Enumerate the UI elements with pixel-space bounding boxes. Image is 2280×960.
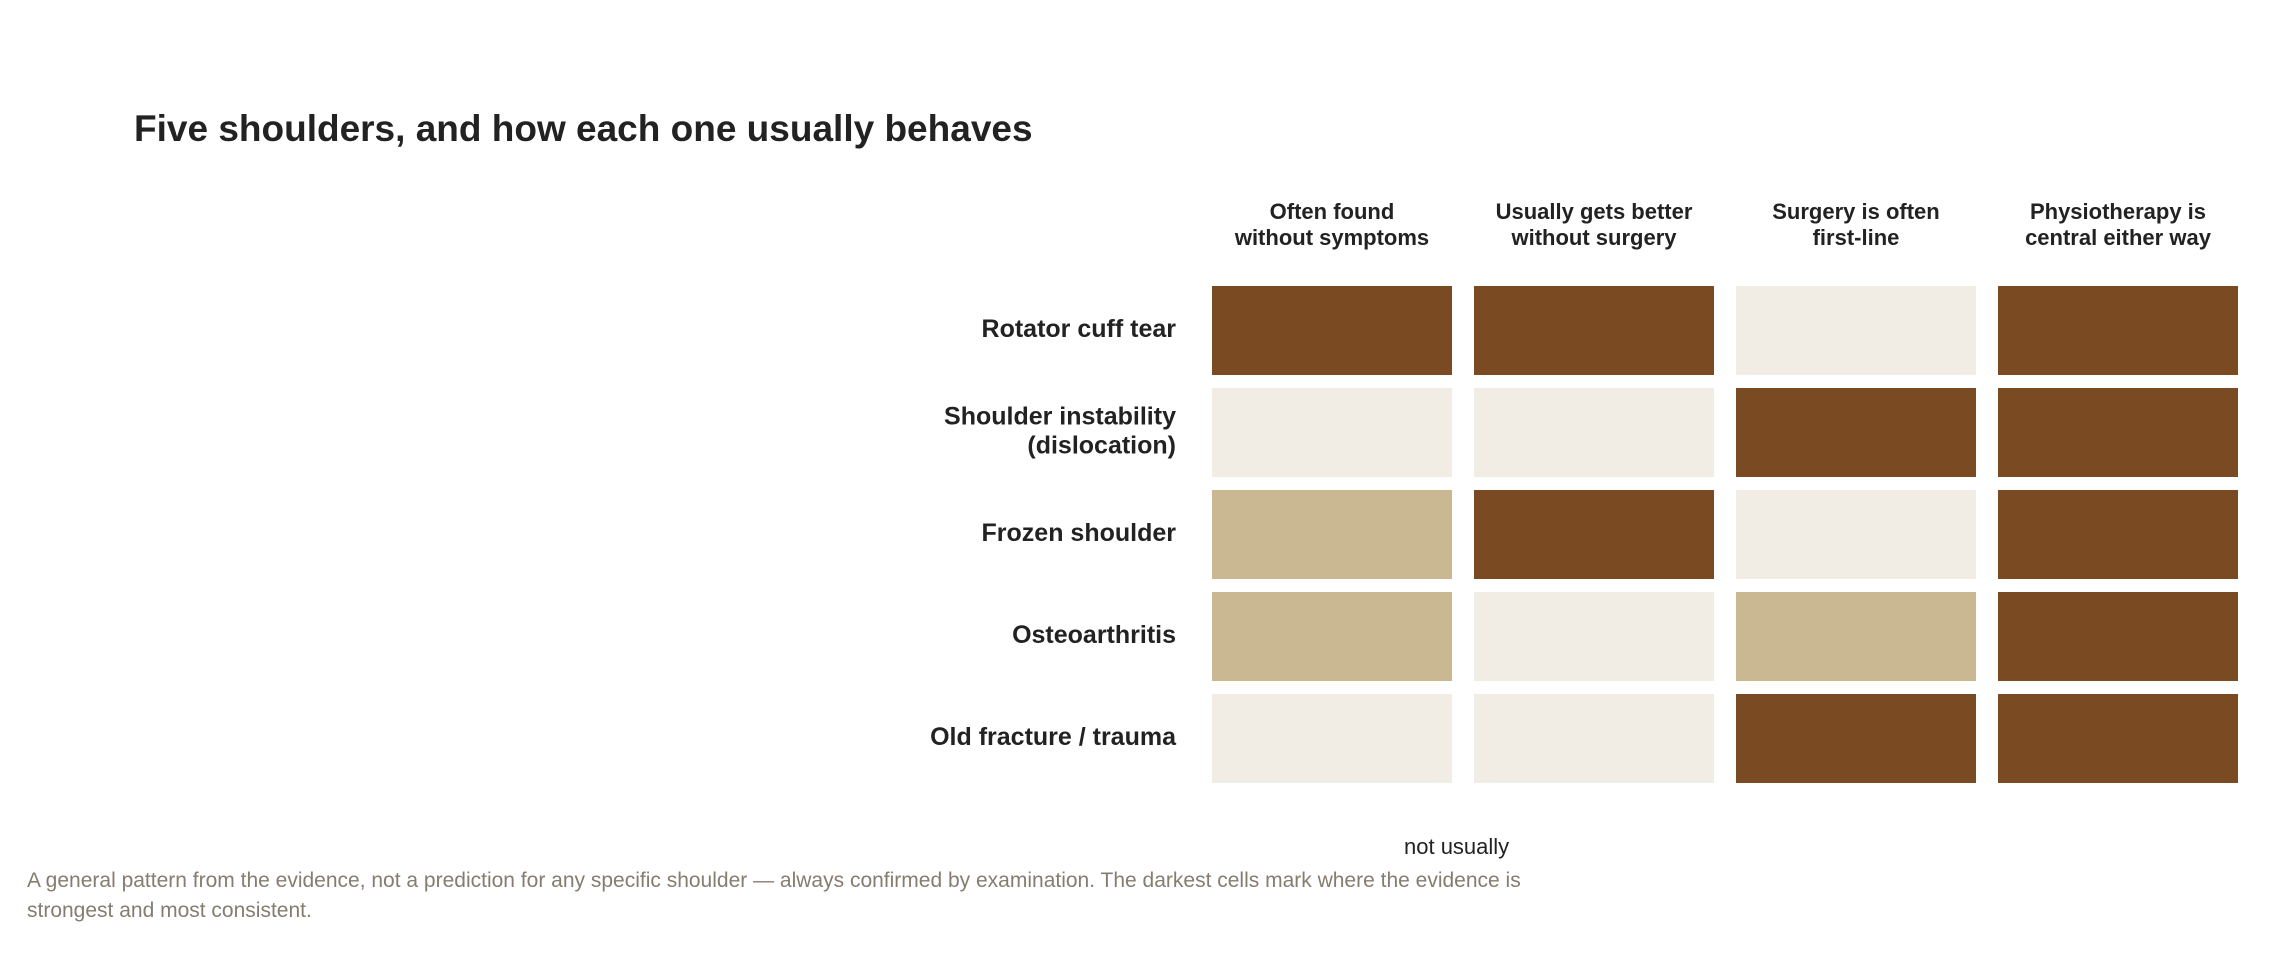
- column-header-0-line-1: without symptoms: [1234, 225, 1429, 250]
- row-label-3-line-0: Osteoarthritis: [1012, 621, 1176, 649]
- row-label-0-line-0: Rotator cuff tear: [982, 315, 1177, 343]
- column-header-0-line-0: Often found: [1270, 199, 1395, 224]
- heatmap-cell-r4-c2: [1736, 694, 1976, 783]
- heatmap-cell-r3-c0: [1212, 592, 1452, 681]
- column-header-1-line-0: Usually gets better: [1496, 199, 1693, 224]
- column-header-2-line-0: Surgery is often: [1772, 199, 1939, 224]
- heatmap-cell-r1-c1: [1474, 388, 1714, 477]
- column-header-3-line-1: central either way: [2025, 225, 2212, 250]
- row-label-1-line-1: (dislocation): [1027, 432, 1176, 460]
- heatmap-cell-r2-c1: [1474, 490, 1714, 579]
- heatmap-cell-r0-c2: [1736, 286, 1976, 375]
- heatmap-cell-r4-c1: [1474, 694, 1714, 783]
- heatmap-cell-r3-c3: [1998, 592, 2238, 681]
- row-label-2-line-0: Frozen shoulder: [982, 519, 1177, 547]
- heatmap-cell-r0-c1: [1474, 286, 1714, 375]
- heatmap-cell-r1-c3: [1998, 388, 2238, 477]
- footnote: A general pattern from the evidence, not…: [27, 869, 1521, 922]
- heatmap-cell-r3-c1: [1474, 592, 1714, 681]
- heatmap-cell-r4-c3: [1998, 694, 2238, 783]
- heatmap-cell-r4-c0: [1212, 694, 1452, 783]
- column-header-1-line-1: without surgery: [1510, 225, 1677, 250]
- heatmap-cell-r1-c0: [1212, 388, 1452, 477]
- heatmap-cell-r2-c3: [1998, 490, 2238, 579]
- chart-title: Five shoulders, and how each one usually…: [134, 108, 1033, 149]
- heatmap-cell-r0-c0: [1212, 286, 1452, 375]
- heatmap-cell-r3-c2: [1736, 592, 1976, 681]
- heatmap-cell-r2-c0: [1212, 490, 1452, 579]
- row-label-4-line-0: Old fracture / trauma: [930, 723, 1177, 751]
- heatmap-cell-r0-c3: [1998, 286, 2238, 375]
- column-header-2-line-1: first-line: [1813, 225, 1900, 250]
- heatmap-cell-r1-c2: [1736, 388, 1976, 477]
- row-label-1-line-0: Shoulder instability: [944, 403, 1176, 431]
- column-header-3-line-0: Physiotherapy is: [2030, 199, 2206, 224]
- heatmap-cell-r2-c2: [1736, 490, 1976, 579]
- legend-label-not-usually: not usually: [1404, 834, 1510, 859]
